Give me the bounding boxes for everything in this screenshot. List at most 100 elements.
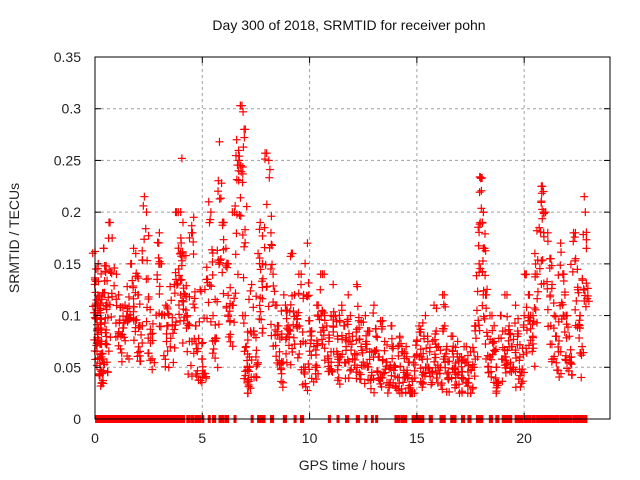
data-point	[571, 228, 580, 237]
data-point	[95, 359, 104, 368]
data-point	[279, 290, 288, 299]
data-point	[578, 274, 587, 283]
data-point	[252, 373, 261, 382]
data-point	[267, 212, 276, 221]
data-point	[439, 327, 448, 336]
data-point	[557, 248, 566, 257]
data-point	[451, 359, 460, 368]
data-point	[366, 384, 375, 393]
data-point	[324, 337, 333, 346]
data-point	[430, 357, 439, 366]
data-point	[489, 346, 498, 355]
data-point	[549, 299, 558, 308]
data-point	[133, 272, 142, 281]
data-point	[270, 287, 279, 296]
data-point	[126, 259, 135, 268]
data-point	[329, 280, 338, 289]
data-point	[110, 264, 119, 273]
data-point	[346, 311, 355, 320]
data-point	[570, 256, 579, 265]
data-point	[453, 337, 462, 346]
data-point	[385, 365, 394, 374]
data-point	[556, 347, 565, 356]
data-point	[482, 328, 491, 337]
data-point	[163, 347, 172, 356]
data-point	[125, 354, 134, 363]
data-point	[570, 233, 579, 242]
data-point	[117, 357, 126, 366]
data-point	[455, 389, 464, 398]
data-point	[320, 344, 329, 353]
data-point	[139, 201, 148, 210]
data-point	[413, 336, 422, 345]
data-point	[490, 337, 499, 346]
data-point	[103, 313, 112, 322]
data-point	[219, 235, 228, 244]
data-point	[444, 375, 453, 384]
data-point	[545, 264, 554, 273]
data-point	[146, 356, 155, 365]
data-point	[303, 239, 312, 248]
data-point	[372, 346, 381, 355]
data-point	[538, 182, 547, 191]
data-point	[269, 270, 278, 279]
data-point	[453, 352, 462, 361]
data-point	[176, 249, 185, 258]
data-point	[162, 337, 171, 346]
data-point	[464, 361, 473, 370]
data-point	[320, 316, 329, 325]
data-point	[492, 363, 501, 372]
data-point	[144, 295, 153, 304]
data-point	[203, 314, 212, 323]
data-point	[246, 384, 255, 393]
data-point	[328, 367, 337, 376]
data-point	[285, 307, 294, 316]
data-point	[97, 378, 106, 387]
data-point	[191, 321, 200, 330]
data-point	[162, 321, 171, 330]
data-point	[501, 327, 510, 336]
data-point	[395, 333, 404, 342]
data-point	[206, 215, 215, 224]
data-point	[416, 364, 425, 373]
data-point	[434, 342, 443, 351]
data-point	[143, 303, 152, 312]
data-point	[100, 288, 109, 297]
y-tick-label: 0.35	[54, 49, 81, 65]
data-point	[450, 380, 459, 389]
data-point	[419, 349, 428, 358]
data-point	[241, 371, 250, 380]
data-point	[256, 307, 265, 316]
data-point	[196, 287, 205, 296]
data-point	[404, 383, 413, 392]
data-point	[473, 287, 482, 296]
data-point	[320, 356, 329, 365]
data-point	[228, 342, 237, 351]
data-point	[307, 374, 316, 383]
data-point	[129, 283, 138, 292]
data-point	[332, 347, 341, 356]
data-point	[171, 318, 180, 327]
data-point	[231, 201, 240, 210]
data-point	[432, 374, 441, 383]
data-point	[282, 358, 291, 367]
data-point	[466, 365, 475, 374]
data-point	[299, 363, 308, 372]
data-point	[356, 375, 365, 384]
data-point	[471, 322, 480, 331]
data-point	[500, 290, 509, 299]
data-point	[144, 349, 153, 358]
data-point	[265, 165, 274, 174]
data-point	[403, 369, 412, 378]
data-point	[312, 301, 321, 310]
data-point	[195, 317, 204, 326]
data-point	[288, 344, 297, 353]
data-point	[107, 312, 116, 321]
data-point	[501, 368, 510, 377]
data-point	[182, 281, 191, 290]
data-point	[258, 231, 267, 240]
data-point	[178, 338, 187, 347]
data-point	[128, 276, 137, 285]
data-point	[343, 320, 352, 329]
data-point	[566, 345, 575, 354]
